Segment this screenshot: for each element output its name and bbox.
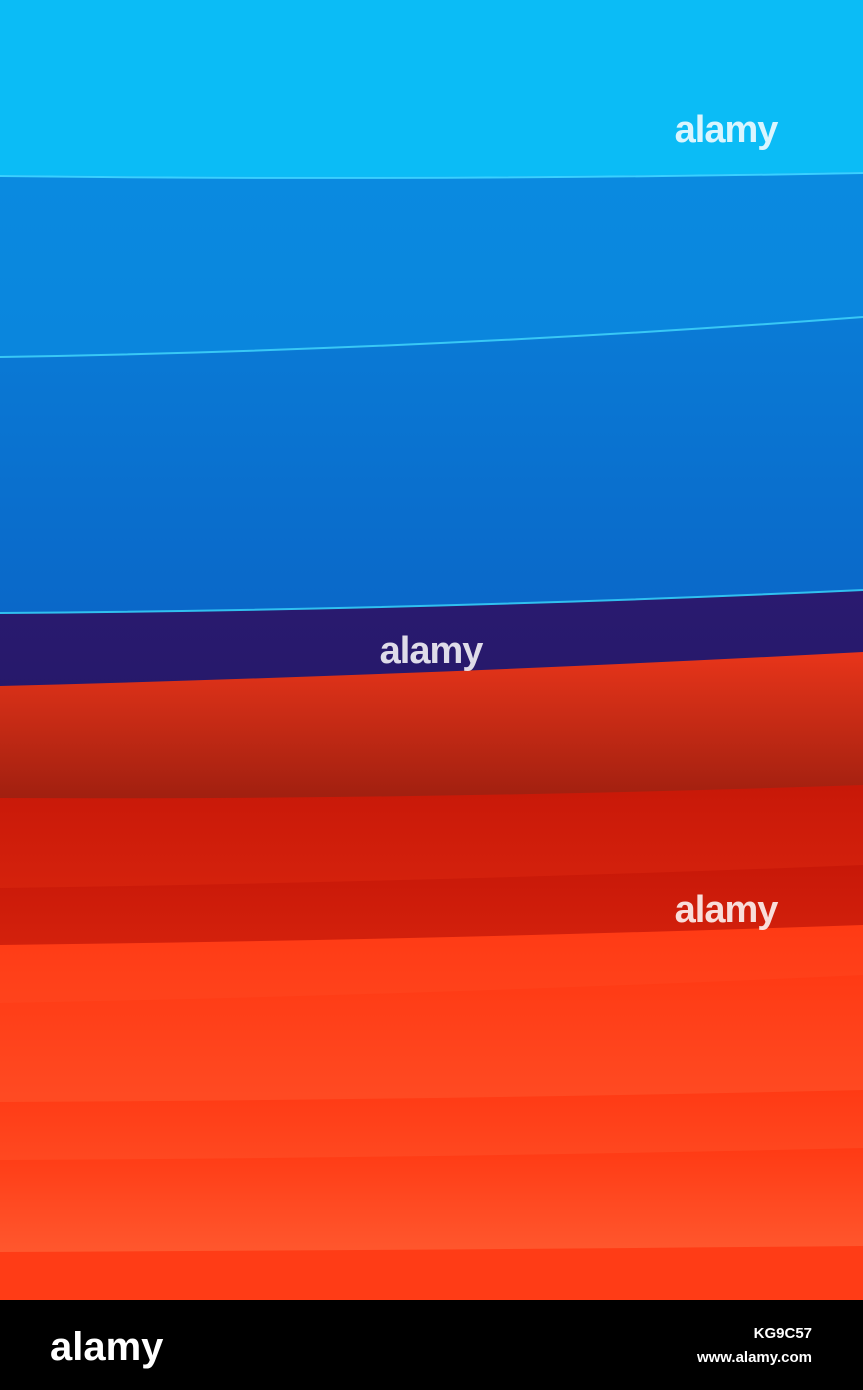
sheet-edge xyxy=(0,589,863,614)
watermark: alamy xyxy=(380,630,484,672)
watermark: alamy xyxy=(675,889,779,931)
image-id: KG9C57 xyxy=(754,1325,812,1342)
sheet-edge xyxy=(0,316,863,358)
sheet-edge xyxy=(0,172,863,179)
watermark: alamy xyxy=(675,109,779,151)
footer-bar xyxy=(0,1300,863,1390)
site-url: www.alamy.com xyxy=(696,1349,812,1366)
footer-logo: alamy xyxy=(50,1325,164,1369)
orange-sheet xyxy=(0,1246,863,1300)
